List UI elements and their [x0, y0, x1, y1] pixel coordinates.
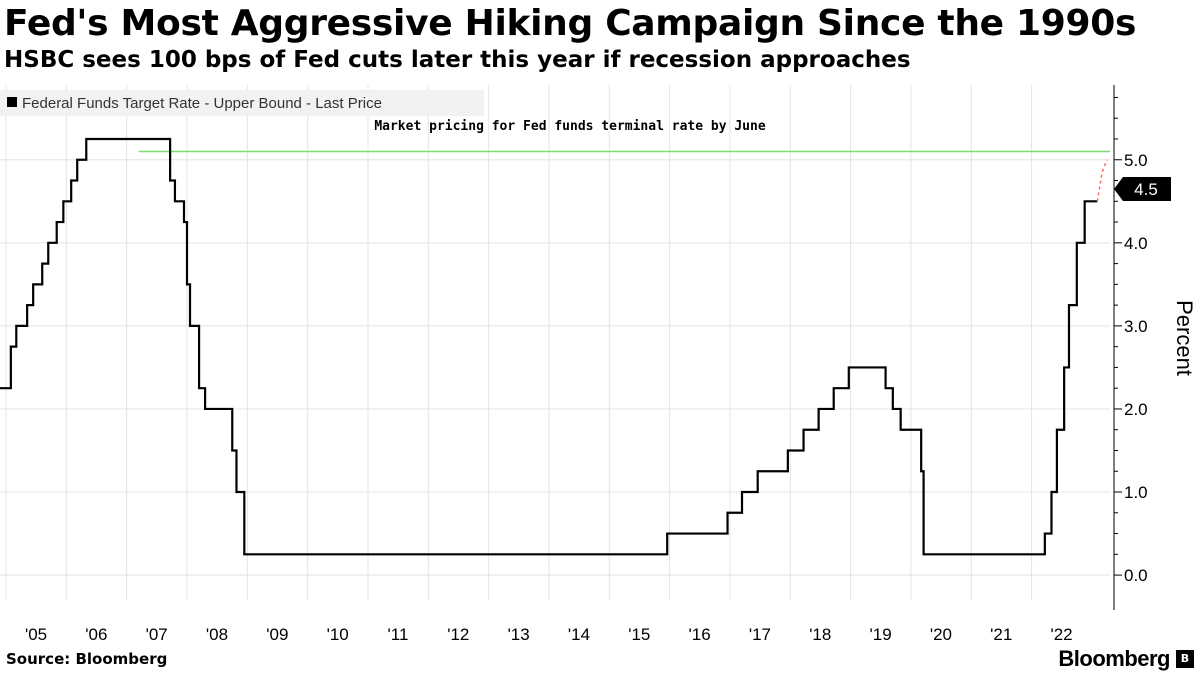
x-tick-label: '19 — [870, 625, 892, 644]
x-axis: '05 '06 '07 '08 '09 '10 '11 '12 '13 '14 '15 '16 '17 '… — [25, 625, 1073, 644]
x-tick-label: '10 — [327, 625, 349, 644]
x-tick-label: '18 — [809, 625, 831, 644]
legend-swatch — [7, 97, 17, 107]
x-tick-label: '08 — [206, 625, 228, 644]
reference-line-label: Market pricing for Fed funds terminal ra… — [374, 119, 766, 134]
last-value-badge-shape — [1114, 177, 1171, 201]
y-axis-label: Percent — [1172, 300, 1197, 376]
y-tick-label: 1.0 — [1124, 483, 1148, 502]
x-tick-label: '06 — [85, 625, 107, 644]
chart-subtitle: HSBC sees 100 bps of Fed cuts later this… — [4, 47, 911, 73]
x-tick-label: '16 — [689, 625, 711, 644]
x-tick-label: '12 — [447, 625, 469, 644]
x-tick-label: '13 — [508, 625, 530, 644]
legend-background — [0, 90, 484, 116]
y-tick-label: 3.0 — [1124, 317, 1148, 336]
legend: Federal Funds Target Rate - Upper Bound … — [0, 90, 484, 116]
series-line-projection — [1096, 159, 1108, 202]
series-lines — [0, 137, 1108, 556]
y-tick-label: 2.0 — [1124, 400, 1148, 419]
x-tick-label: '11 — [388, 625, 409, 644]
x-tick-label: '05 — [25, 625, 47, 644]
chart-title: Fed's Most Aggressive Hiking Campaign Si… — [4, 3, 1137, 44]
x-tick-label: '09 — [266, 625, 288, 644]
x-tick-label: '15 — [628, 625, 650, 644]
y-tick-label: 0.0 — [1124, 566, 1148, 585]
x-tick-label: '17 — [749, 625, 771, 644]
x-tick-label: '07 — [146, 625, 168, 644]
last-value-badge: 4.5 — [1114, 177, 1171, 201]
grid-lines — [0, 85, 1110, 600]
last-value-label: 4.5 — [1134, 180, 1158, 199]
y-tick-label: 4.0 — [1124, 234, 1148, 253]
series-line-fed-funds — [0, 137, 1098, 556]
y-tick-label: 5.0 — [1124, 151, 1148, 170]
legend-label: Federal Funds Target Rate - Upper Bound … — [22, 95, 382, 112]
brand-logo: Bloomberg — [1058, 646, 1170, 671]
x-tick-label: '21 — [990, 625, 1012, 644]
brand-icon: B — [1176, 650, 1194, 668]
x-tick-label: '20 — [930, 625, 952, 644]
y-axis: 0.0 1.0 2.0 3.0 4.0 5.0 — [1113, 85, 1148, 610]
x-tick-label: '22 — [1050, 625, 1072, 644]
source-note: Source: Bloomberg — [6, 650, 168, 668]
x-tick-label: '14 — [568, 625, 590, 644]
